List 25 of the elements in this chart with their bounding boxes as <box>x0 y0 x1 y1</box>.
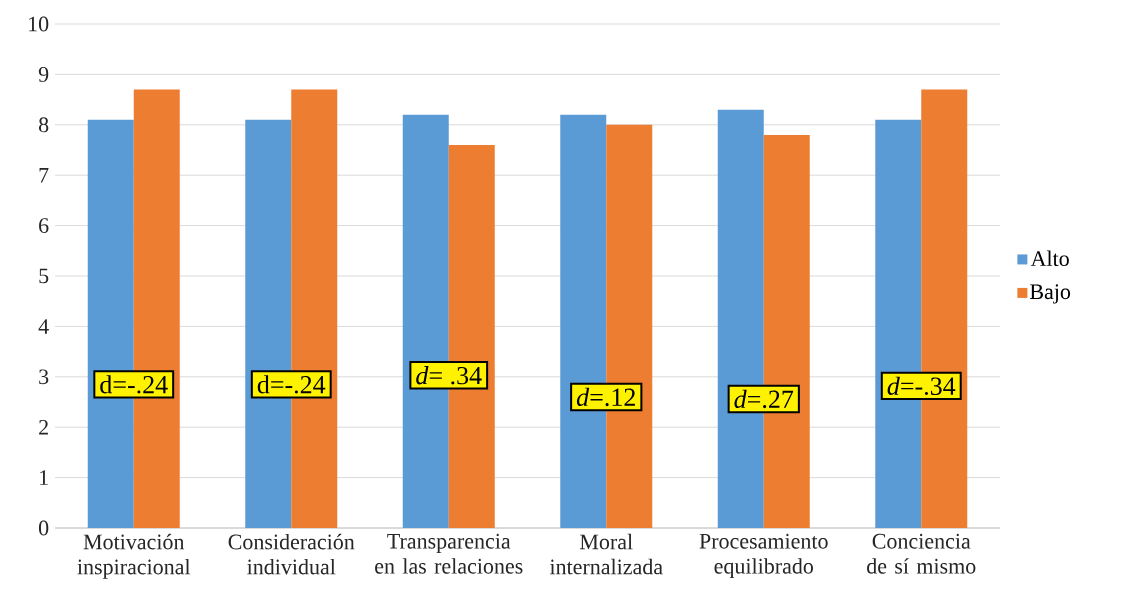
annotation: d=-.24 <box>100 375 168 394</box>
y-tick-label: 5 <box>39 268 49 284</box>
legend-label: Alto <box>1030 250 1069 267</box>
annotation: d= .34 <box>416 366 482 385</box>
x-tick-label: Moral internalizada <box>549 533 663 575</box>
x-tick-label: Transparencia en las relaciones <box>375 533 523 574</box>
x-tick-label: Motivación inspiracional <box>77 533 191 579</box>
y-tick-label: 8 <box>38 117 49 133</box>
y-tick-label: 1 <box>40 470 48 485</box>
y-tick-label: 0 <box>38 520 49 536</box>
y-tick-label: 4 <box>38 319 49 334</box>
y-tick-label: 6 <box>39 218 49 233</box>
annotation: d=.27 <box>734 389 794 409</box>
y-tick-label: 3 <box>39 369 49 385</box>
y-tick-label: 7 <box>39 167 49 183</box>
annotation: d=.12 <box>576 387 635 407</box>
annotation: d=-.24 <box>257 375 326 394</box>
x-tick-label: Consideración individual <box>228 533 355 575</box>
x-tick-label: Conciencia de sí mismo <box>867 533 976 574</box>
x-tick-label: Procesamiento equilibrado <box>699 533 828 579</box>
legend-label: Bajo <box>1030 284 1071 304</box>
annotation: d=-.34 <box>887 376 956 396</box>
y-tick-label: 9 <box>38 67 49 82</box>
y-tick-label: 2 <box>39 419 48 435</box>
y-tick-label: 10 <box>29 16 49 32</box>
